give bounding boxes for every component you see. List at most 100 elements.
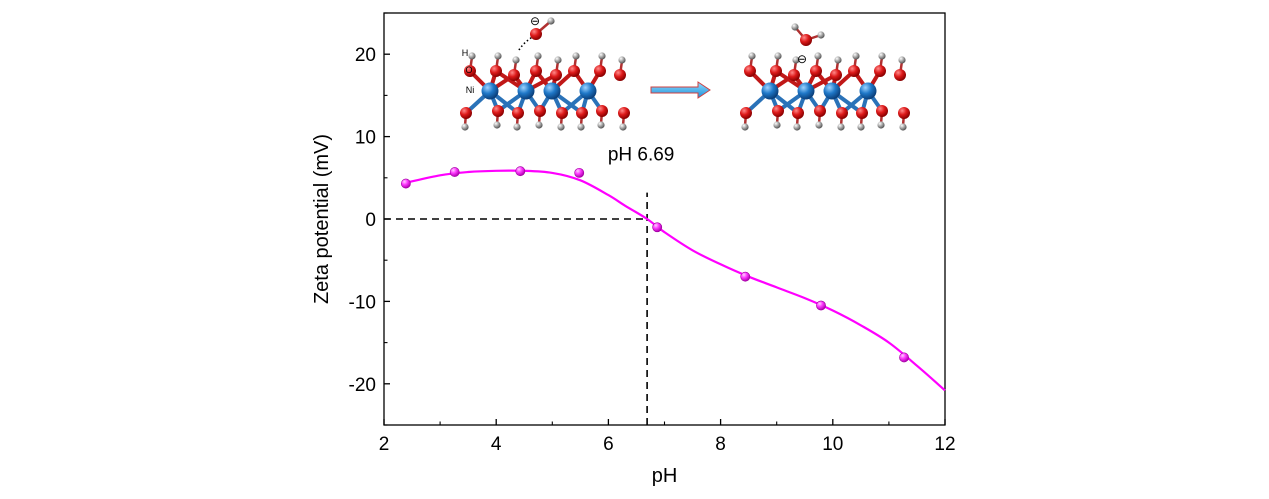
- data-point: [400, 178, 411, 189]
- data-point: [574, 167, 585, 178]
- inset-atom-label: O: [465, 65, 472, 75]
- right-layer-hydrogen-atom: [834, 56, 842, 64]
- right-layer-hydrogen-atom: [878, 52, 886, 60]
- y-tick-label: 20: [355, 45, 376, 66]
- right-layer-oxygen-atom: [788, 69, 800, 81]
- axis-tick-labels: 2 4 6 8 10 12 -20 -10 0 10 20: [349, 45, 956, 455]
- left-layer-oxygen-atom: [492, 105, 504, 117]
- left-layer-oxygen-atom: [618, 107, 630, 119]
- right-layer-oxygen-atom: [830, 69, 842, 81]
- x-tick-label: 12: [934, 434, 955, 455]
- left-layer-oxygen-atom: [550, 69, 562, 81]
- left-layer-nickel-atom: [543, 82, 561, 100]
- inset-atom-label: Ni: [466, 85, 475, 95]
- right-layer-hydrogen-atom: [774, 52, 782, 60]
- x-tick-label: 6: [603, 434, 614, 455]
- transition-arrow: [650, 81, 711, 99]
- right-layer-hydrogen-atom: [814, 52, 822, 60]
- left-layer-hydrogen-atom: [619, 123, 627, 131]
- right-layer-hydrogen-atom: [792, 56, 800, 64]
- left-layer-nickel-atom: [579, 82, 597, 100]
- left-layer-oxygen-atom: [596, 105, 608, 117]
- left-layer-hydrogen-atom: [513, 123, 521, 131]
- y-tick-label: 10: [355, 128, 376, 149]
- left-layer-oxygen-atom: [576, 107, 588, 119]
- axis-ticks: [383, 12, 946, 426]
- x-tick-label: 8: [715, 434, 726, 455]
- left-layer-hydrogen-atom: [598, 52, 606, 60]
- right-layer-oxygen-atom: [772, 105, 784, 117]
- data-point: [899, 352, 909, 363]
- negative-charge-symbol: ⊖: [530, 14, 540, 28]
- right-layer-hydrogen-atom: [741, 123, 749, 131]
- right-layer-oxygen-atom: [770, 65, 782, 77]
- left-layer-hydrogen-atom: [493, 121, 501, 129]
- left-layer-hydrogen-atom: [468, 52, 476, 60]
- x-tick-label: 2: [379, 434, 390, 455]
- data-point: [740, 271, 751, 282]
- right-layer-hydrogen-atom: [748, 52, 756, 60]
- left-layer-hydrogen-atom: [577, 123, 585, 131]
- data-point: [652, 222, 663, 233]
- right-layer-nickel-atom: [859, 82, 877, 100]
- right-layer-oxygen-atom: [898, 107, 910, 119]
- left-layer-hydrogen-atom: [572, 52, 580, 60]
- left-layer-oxygen-atom: [490, 65, 502, 77]
- adsorbed-hydrogen-atom: [547, 17, 555, 25]
- left-layer-hydrogen-atom: [597, 121, 605, 129]
- x-axis-title: pH: [652, 465, 678, 487]
- right-layer-hydrogen-atom: [852, 52, 860, 60]
- data-point: [816, 300, 826, 311]
- left-layer-hydrogen-atom: [494, 52, 502, 60]
- right-layer-hydrogen-atom: [815, 121, 823, 129]
- right-layer-nickel-atom: [797, 82, 815, 100]
- water-hydrogen-atom: [817, 31, 825, 39]
- right-layer-oxygen-atom: [874, 65, 886, 77]
- negative-charge-symbol: ⊖: [797, 52, 807, 66]
- data-points: [400, 166, 909, 363]
- left-layer-oxygen-atom: [464, 65, 476, 77]
- left-layer-oxygen-atom: [460, 107, 472, 119]
- left-layer-hydrogen-atom: [461, 123, 469, 131]
- right-layer-hydrogen-atom: [898, 56, 906, 64]
- inset-structure-illustration: HO Ni ⊖ ⊖: [460, 14, 910, 131]
- left-layer-hydrogen-atom: [618, 56, 626, 64]
- annotation-ph-value: pH 6.69: [608, 144, 675, 165]
- fit-curve: [405, 169, 946, 392]
- left-layer-oxygen-atom: [556, 107, 568, 119]
- left-layer-nickel-atom: [481, 82, 499, 100]
- left-layer-hydrogen-atom: [557, 123, 565, 131]
- right-layer-nickel-atom: [761, 82, 779, 100]
- right-layer-oxygen-atom: [876, 105, 888, 117]
- left-layer-hydrogen-atom: [512, 56, 520, 64]
- inset-atom-label: H: [462, 48, 469, 58]
- x-tick-label: 10: [822, 434, 843, 455]
- right-layer-oxygen-atom: [814, 105, 826, 117]
- left-layer-oxygen-atom: [534, 105, 546, 117]
- left-layer-hydrogen-atom: [535, 121, 543, 129]
- left-layer-nickel-atom: [517, 82, 535, 100]
- left-layer-oxygen-atom: [512, 107, 524, 119]
- adsorbed-oxygen-atom: [530, 28, 542, 40]
- right-layer-hydrogen-atom: [899, 123, 907, 131]
- right-layer-oxygen-atom: [792, 107, 804, 119]
- reference-lines: [384, 192, 648, 425]
- left-layer-oxygen-atom: [594, 65, 606, 77]
- right-layer-nickel-atom: [823, 82, 841, 100]
- data-point: [515, 166, 526, 177]
- left-layer-oxygen-atom: [568, 65, 580, 77]
- y-tick-label: -10: [349, 292, 376, 313]
- left-layer-hydrogen-atom: [534, 52, 542, 60]
- right-layer-hydrogen-atom: [773, 121, 781, 129]
- right-layer-hydrogen-atom: [877, 121, 885, 129]
- right-layer-oxygen-atom: [848, 65, 860, 77]
- right-layer-hydrogen-atom: [793, 123, 801, 131]
- right-layer-hydrogen-atom: [837, 123, 845, 131]
- right-layer-oxygen-atom: [744, 65, 756, 77]
- right-layer-hydrogen-atom: [857, 123, 865, 131]
- x-tick-label: 4: [491, 434, 502, 455]
- y-tick-label: -20: [349, 375, 376, 396]
- data-point: [449, 167, 460, 177]
- left-layer-oxygen-atom: [508, 69, 520, 81]
